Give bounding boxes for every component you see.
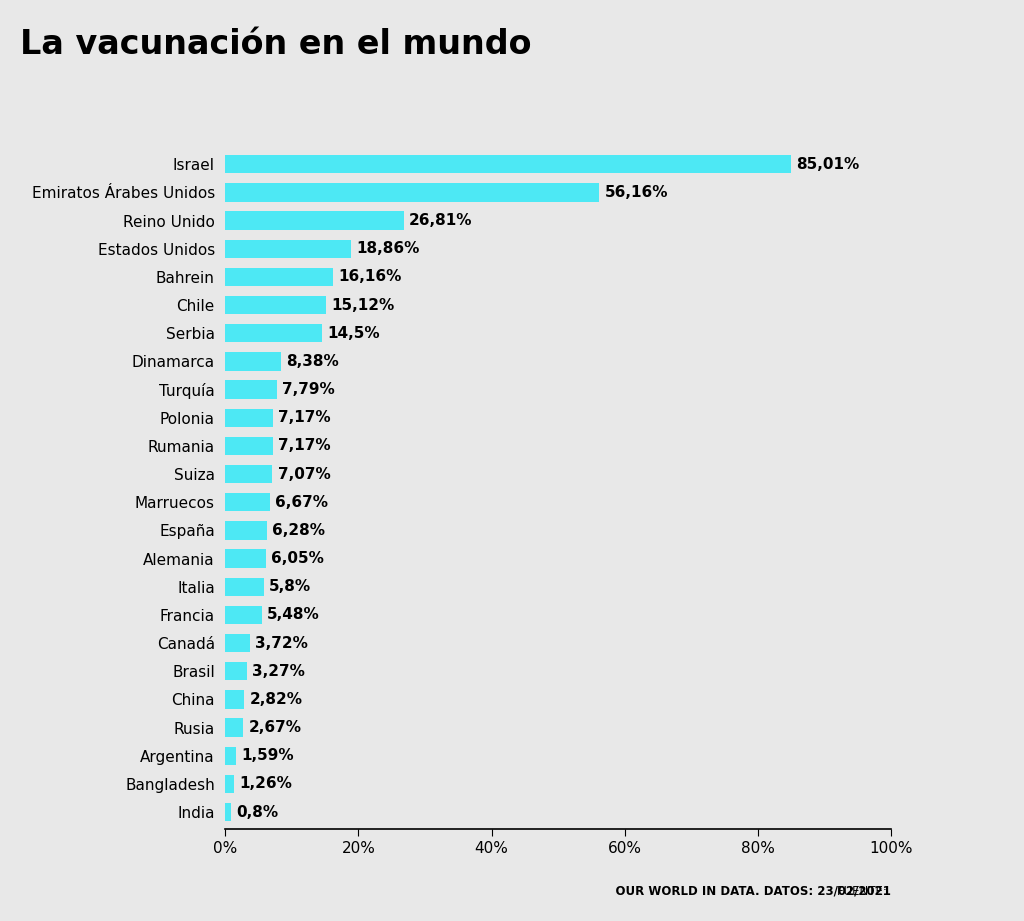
- Text: 6,05%: 6,05%: [271, 551, 324, 566]
- Bar: [225, 212, 403, 229]
- Bar: [225, 437, 273, 455]
- Bar: [225, 493, 269, 511]
- Text: 3,27%: 3,27%: [252, 664, 305, 679]
- Bar: [225, 296, 326, 314]
- Bar: [225, 324, 322, 343]
- Text: La vacunación en el mundo: La vacunación en el mundo: [20, 28, 532, 61]
- Text: 1,59%: 1,59%: [242, 748, 294, 764]
- Bar: [225, 775, 233, 793]
- Text: 6,67%: 6,67%: [275, 495, 328, 509]
- Bar: [225, 521, 267, 540]
- Text: 16,16%: 16,16%: [338, 270, 401, 285]
- Text: 85,01%: 85,01%: [797, 157, 860, 171]
- Text: FUENTE:: FUENTE:: [838, 885, 891, 898]
- Text: 56,16%: 56,16%: [604, 185, 668, 200]
- Text: 7,17%: 7,17%: [279, 438, 331, 453]
- Bar: [225, 690, 244, 708]
- Text: 18,86%: 18,86%: [356, 241, 420, 256]
- Text: 5,48%: 5,48%: [267, 607, 319, 623]
- Bar: [225, 662, 247, 681]
- Text: 6,28%: 6,28%: [272, 523, 326, 538]
- Bar: [225, 155, 792, 173]
- Text: 15,12%: 15,12%: [331, 297, 394, 312]
- Text: 8,38%: 8,38%: [287, 354, 339, 369]
- Bar: [225, 577, 264, 596]
- Bar: [225, 550, 265, 567]
- Text: OUR WORLD IN DATA. DATOS: 23/02/2021: OUR WORLD IN DATA. DATOS: 23/02/2021: [534, 885, 891, 898]
- Text: 7,17%: 7,17%: [279, 410, 331, 426]
- Bar: [225, 606, 262, 624]
- Bar: [225, 409, 273, 426]
- Bar: [225, 803, 230, 822]
- Text: 3,72%: 3,72%: [255, 635, 308, 650]
- Text: 1,26%: 1,26%: [239, 776, 292, 791]
- Bar: [225, 465, 272, 484]
- Text: 2,82%: 2,82%: [250, 692, 302, 706]
- Text: 26,81%: 26,81%: [409, 213, 472, 228]
- Bar: [225, 747, 236, 764]
- Text: 0,8%: 0,8%: [236, 805, 279, 820]
- Bar: [225, 634, 250, 652]
- Bar: [225, 268, 333, 286]
- Bar: [225, 239, 351, 258]
- Bar: [225, 718, 243, 737]
- Text: 7,07%: 7,07%: [278, 467, 331, 482]
- Bar: [225, 380, 278, 399]
- Bar: [225, 183, 599, 202]
- Text: 7,79%: 7,79%: [283, 382, 335, 397]
- Bar: [225, 352, 281, 370]
- Text: 5,8%: 5,8%: [269, 579, 311, 594]
- Text: 14,5%: 14,5%: [327, 326, 380, 341]
- Text: 2,67%: 2,67%: [249, 720, 301, 735]
